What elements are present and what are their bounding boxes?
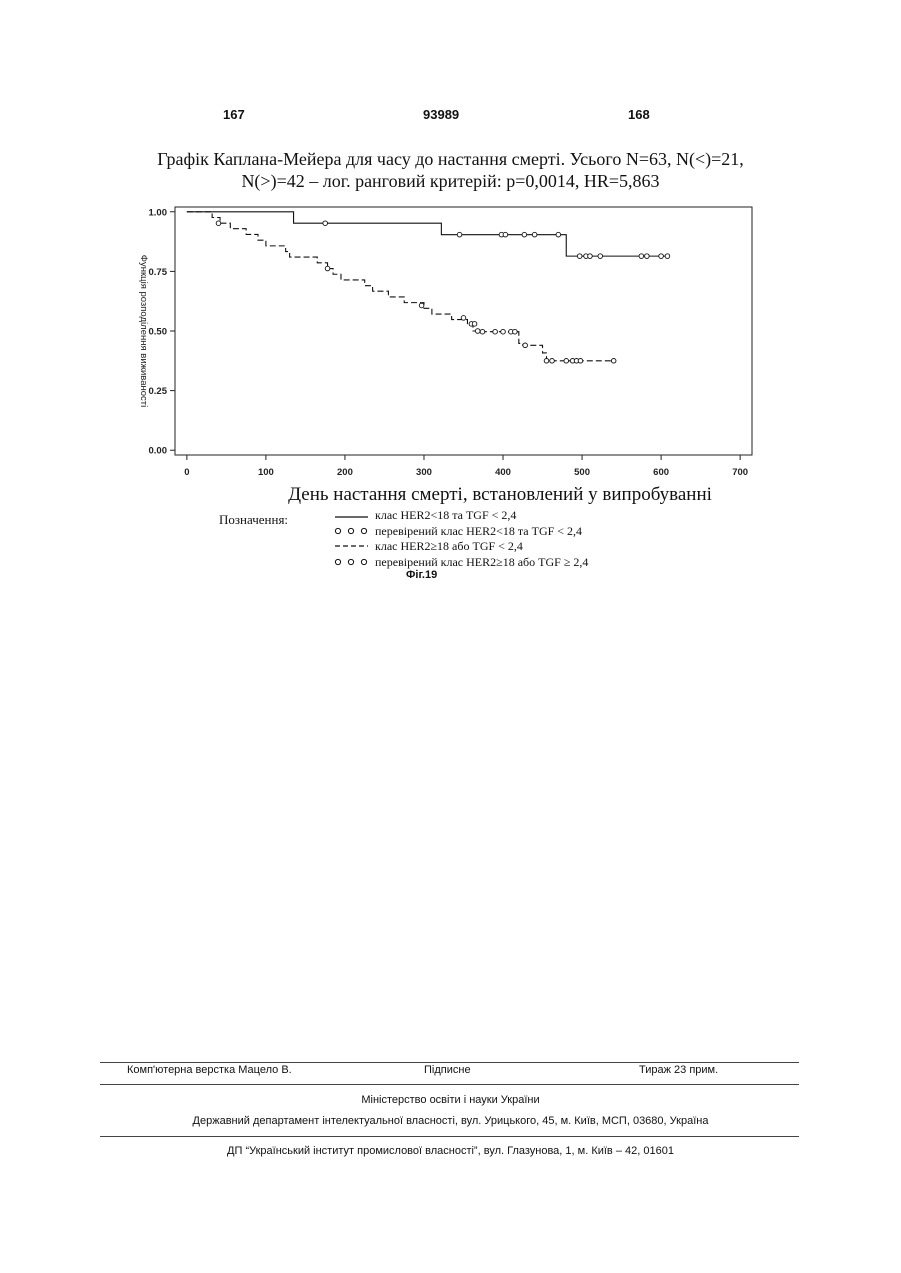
legend-label: перевірений клас HER2≥18 або TGF ≥ 2,4 [375,555,588,570]
censored-marker [461,316,466,321]
x-tick-label: 400 [495,467,511,478]
legend-symbol-circles [334,525,370,537]
footer-divider [100,1062,799,1063]
x-tick-label: 100 [258,467,274,478]
censored-marker [493,329,498,334]
censored-marker [419,303,424,308]
x-tick-label: 500 [574,467,590,478]
kaplan-meier-chart: 0.00 0.25 0.50 0.75 1.00 0 100 200 300 400 500 600… [120,200,780,490]
x-tick-label: 300 [416,467,432,478]
censored-marker [645,254,650,259]
y-tick-label: 0.00 [149,446,168,457]
censored-marker [216,221,221,226]
legend-symbol-solid [334,511,370,523]
censored-marker [480,329,485,334]
y-tick-label: 0.50 [149,327,168,338]
censored-marker [659,254,664,259]
censored-marker [323,221,328,226]
legend-label: перевірений клас HER2<18 та TGF < 2,4 [375,524,582,539]
patent-number: 93989 [423,107,459,122]
censored-marker [598,254,603,259]
y-axis-label: Функція розподілення виживаності [138,255,149,407]
legend-label: клас HER2≥18 або TGF < 2,4 [375,539,523,554]
censored-marker [550,359,555,364]
legend-symbol-dashed [334,540,370,552]
legend-label: клас HER2<18 та TGF < 2,4 [375,508,516,523]
legend-heading: Позначення: [219,512,288,528]
x-tick-label: 600 [653,467,669,478]
chart-title-line1: Графік Каплана-Мейера для часу до настан… [0,148,901,170]
x-tick-label: 200 [337,467,353,478]
y-tick-label: 1.00 [149,207,168,218]
page-number-left: 167 [223,107,245,122]
censored-marker [611,359,616,364]
series-layer [187,212,670,363]
censored-marker [457,232,462,237]
footer-circulation: Тираж 23 прим. [639,1064,718,1076]
censored-marker [503,232,508,237]
footer-typesetter: Комп'ютерна верстка Мацело В. [127,1064,292,1076]
survival-curve-solid [187,212,669,256]
plot-frame [175,207,752,455]
x-axis-ticks: 0 100 200 300 400 500 600 700 [184,455,748,478]
censored-marker [578,359,583,364]
footer-institute: ДП “Український інститут промислової вла… [0,1145,901,1157]
figure-label: Фіг.19 [406,569,437,581]
censored-marker [556,232,561,237]
legend-symbol-circles [334,556,370,568]
censored-marker [639,254,644,259]
page-number-right: 168 [628,107,650,122]
chart-title-line2: N(>)=42 – лог. ранговий критерій: p=0,00… [0,170,901,192]
footer-divider [100,1084,799,1085]
footer-divider [100,1136,799,1137]
censored-marker [501,329,506,334]
censored-marker [513,329,518,334]
censored-marker [325,266,330,271]
footer-department: Державний департамент інтелектуальної вл… [0,1115,901,1127]
y-axis-ticks: 0.00 0.25 0.50 0.75 1.00 [149,207,176,456]
x-tick-label: 700 [732,467,748,478]
series-1 [187,212,670,259]
censored-marker [577,254,582,259]
censored-marker [665,254,670,259]
censored-marker [472,322,477,327]
censored-marker [523,343,528,348]
footer-ministry: Міністерство освіти і науки України [0,1094,901,1106]
censored-marker [532,232,537,237]
censored-marker [544,359,549,364]
censored-marker [475,329,480,334]
y-tick-label: 0.75 [149,267,168,278]
footer-signed: Підписне [424,1064,471,1076]
censored-marker [588,254,593,259]
censored-marker [522,232,527,237]
censored-marker [564,359,569,364]
y-tick-label: 0.25 [149,386,168,397]
x-tick-label: 0 [184,467,189,478]
x-axis-label: День настання смерті, встановлений у вип… [160,484,840,506]
